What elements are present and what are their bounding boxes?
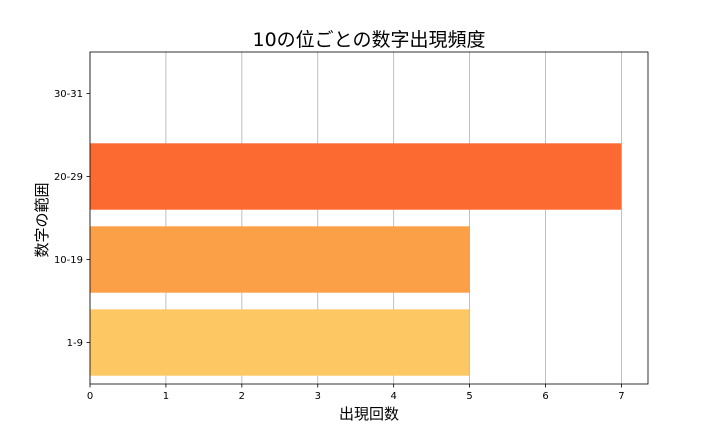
bar [90,309,470,376]
grid-layer [89,52,622,384]
bar [90,143,622,210]
x-tick-label: 3 [315,391,321,402]
y-tick-label: 20-29 [54,172,83,183]
bar-layer [90,143,622,376]
tick-layer: 0 1 2 3 4 5 6 7 1-9 10-19 20-29 30-31 [54,89,625,402]
x-tick-label: 4 [390,391,396,402]
chart-title: 10の位ごとの数字出現頻度 [253,29,486,51]
x-tick-label: 7 [618,391,624,402]
y-axis-label: 数字の範囲 [33,182,51,257]
x-axis-label: 出現回数 [339,405,399,423]
y-tick-label: 10-19 [54,255,83,266]
x-tick-label: 5 [466,391,472,402]
bar [90,226,470,293]
x-tick-label: 2 [239,391,245,402]
y-tick-label: 1-9 [67,338,83,349]
x-tick-label: 1 [163,391,169,402]
y-tick-label: 30-31 [54,89,83,100]
x-tick-label: 6 [542,391,548,402]
x-tick-label: 0 [87,391,93,402]
plot-frame [89,51,649,385]
